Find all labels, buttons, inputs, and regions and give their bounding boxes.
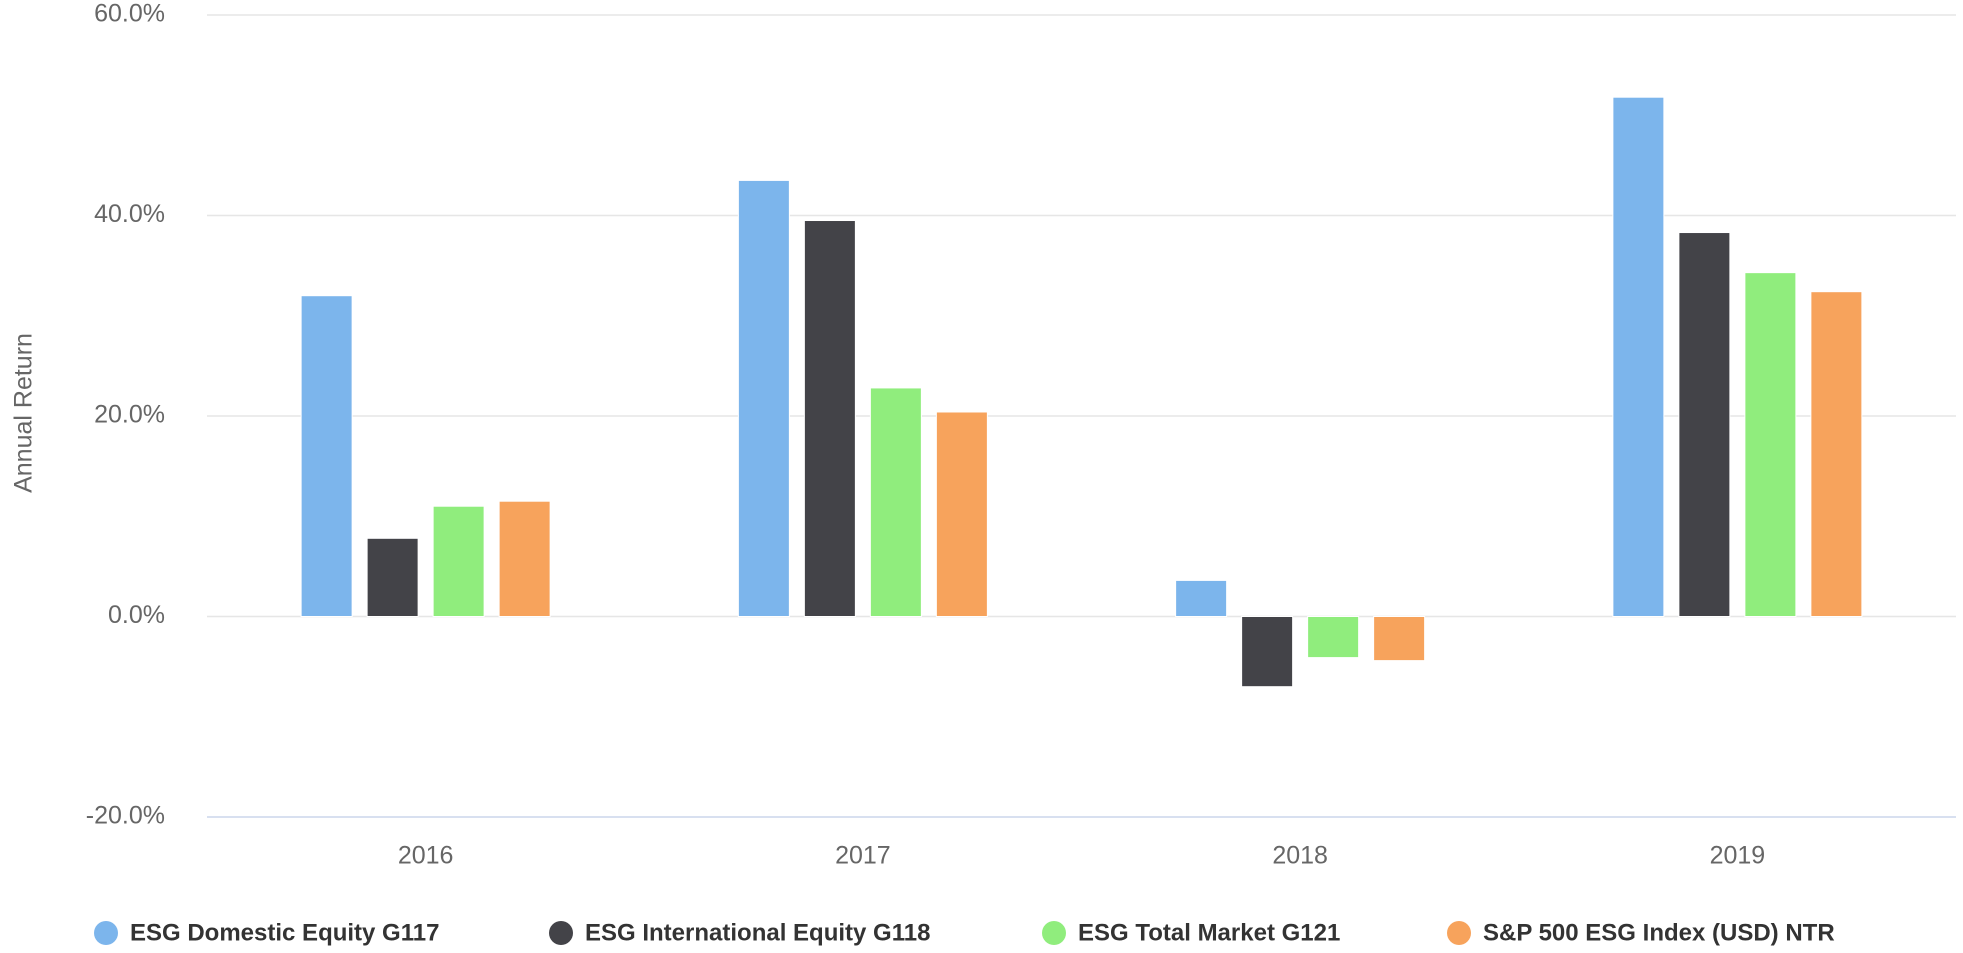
bar [432, 505, 485, 618]
bar [366, 537, 419, 617]
legend-marker [549, 921, 573, 945]
y-tick-label: 40.0% [94, 200, 165, 228]
bar [1241, 616, 1294, 688]
y-tick-label: 0.0% [108, 601, 165, 629]
legend-text: S&P 500 ESG Index (USD) NTR [1483, 919, 1835, 946]
bar [1678, 232, 1731, 617]
bar [300, 295, 353, 617]
x-tick-label: 2019 [1710, 842, 1766, 870]
bar [1307, 616, 1360, 659]
bar [1744, 272, 1797, 617]
y-tick-label: 20.0% [94, 401, 165, 429]
bar [737, 179, 790, 617]
bar [1810, 291, 1863, 617]
x-tick-label: 2017 [835, 842, 891, 870]
legend-marker [1447, 921, 1471, 945]
x-tick-label: 2016 [398, 842, 454, 870]
bar [1373, 616, 1426, 662]
bar [1175, 579, 1228, 617]
y-axis-label: Annual Return [10, 333, 38, 493]
legend-marker [94, 921, 118, 945]
y-tick-label: -20.0% [86, 802, 165, 830]
y-tick-label: 60.0% [94, 0, 165, 28]
bar [498, 500, 551, 617]
bar [869, 387, 922, 617]
bar [1612, 96, 1665, 617]
legend-text: ESG Domestic Equity G117 [130, 919, 439, 946]
bar [935, 411, 988, 617]
bar [803, 220, 856, 617]
legend-text: ESG Total Market G121 [1078, 919, 1340, 946]
x-tick-label: 2018 [1272, 842, 1328, 870]
legend-text: ESG International Equity G118 [585, 919, 930, 946]
legend-marker [1042, 921, 1066, 945]
